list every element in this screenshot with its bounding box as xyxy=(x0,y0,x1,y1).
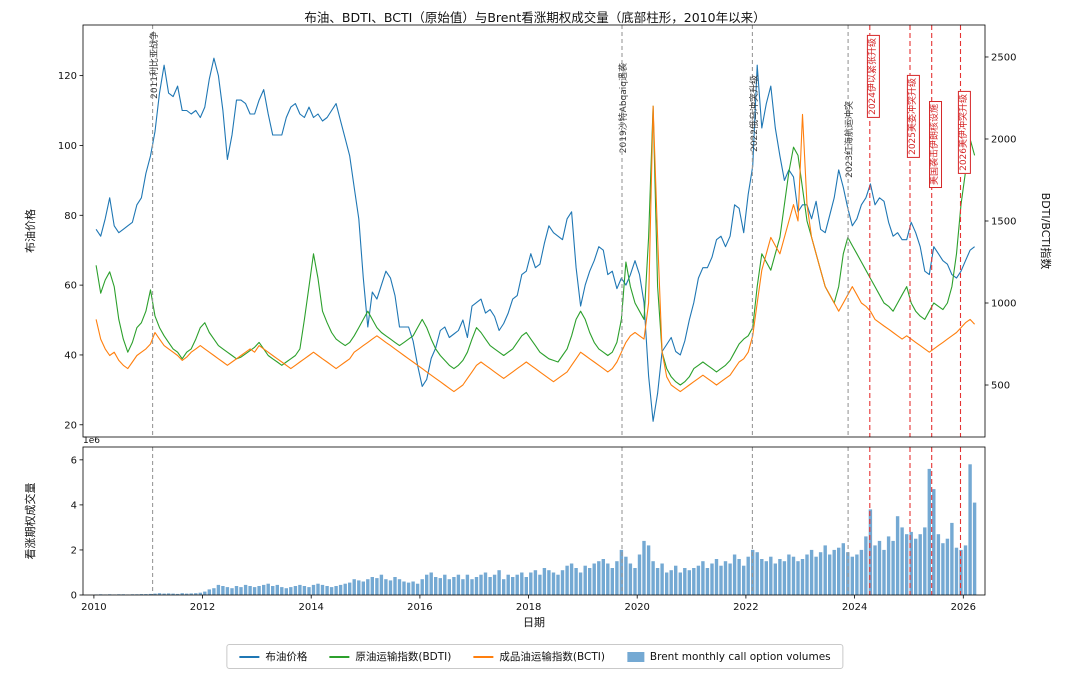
annotation-label: 2023红海航运冲突 xyxy=(845,101,856,178)
chart-title: 布油、BDTI、BCTI（原始值）与Brent看涨期权成交量（底部柱形，2010… xyxy=(304,10,766,25)
svg-text:100: 100 xyxy=(58,141,77,152)
legend-patch-sample-volume-icon xyxy=(626,651,644,662)
svg-text:1e6: 1e6 xyxy=(83,436,100,446)
legend-label-brent-price: 布油价格 xyxy=(265,651,308,663)
svg-text:60: 60 xyxy=(64,281,77,292)
plot-area: 20 40 60 80 100 120 500 1000 1500 2000 2500 0 2 4 6 1e6… xyxy=(58,24,1016,613)
svg-text:120: 120 xyxy=(58,71,77,82)
svg-text:0: 0 xyxy=(71,591,77,602)
legend-line-sample-bcti-icon xyxy=(473,655,494,658)
legend-item-bcti: 成品油运输指数(BCTI) xyxy=(473,649,605,664)
y-axis-label-brent-price: 布油价格 xyxy=(24,209,37,253)
x-axis-label-date: 日期 xyxy=(523,616,545,629)
annotation-label: 2024伊以紧张升级 xyxy=(866,35,881,118)
svg-text:20: 20 xyxy=(64,420,77,431)
legend-line-sample-bdti-icon xyxy=(329,655,350,658)
svg-text:1000: 1000 xyxy=(991,299,1016,310)
svg-text:2010: 2010 xyxy=(81,602,106,613)
annotation-label: 2026美伊冲突升级 xyxy=(957,91,971,174)
svg-text:2500: 2500 xyxy=(991,53,1016,64)
annotation-label: 2011利比亚战争 xyxy=(149,31,160,99)
svg-text:2018: 2018 xyxy=(516,602,541,613)
svg-text:2022: 2022 xyxy=(733,602,758,613)
annotation-label: 2025美委冲突升级 xyxy=(907,75,921,158)
svg-text:2020: 2020 xyxy=(624,602,649,613)
svg-text:1500: 1500 xyxy=(991,217,1016,228)
y-axis-label-bdti-bcti: BDTI/BCTI指数 xyxy=(1039,192,1052,270)
svg-text:2000: 2000 xyxy=(991,135,1016,146)
svg-text:2014: 2014 xyxy=(298,602,323,613)
legend-line-sample-brent-icon xyxy=(239,655,260,658)
annotation-label: 2019沙特Abqaiq遇袭 xyxy=(619,63,630,154)
svg-text:500: 500 xyxy=(991,381,1010,392)
svg-text:40: 40 xyxy=(64,350,77,361)
svg-text:2012: 2012 xyxy=(190,602,215,613)
y-axis-label-call-volume: 看涨期权成交量 xyxy=(24,482,37,560)
annotation-label: 美国袭击伊朗核设施 xyxy=(928,101,942,189)
svg-text:2016: 2016 xyxy=(407,602,432,613)
legend-label-bdti: 原油运输指数(BDTI) xyxy=(355,651,452,663)
svg-text:2024: 2024 xyxy=(842,602,867,613)
legend-label-call-volumes: Brent monthly call option volumes xyxy=(649,650,831,663)
svg-text:2026: 2026 xyxy=(951,602,976,613)
legend-item-brent-price: 布油价格 xyxy=(239,649,307,664)
svg-text:4: 4 xyxy=(71,500,77,511)
legend: 布油价格 原油运输指数(BDTI) 成品油运输指数(BCTI) Brent mo… xyxy=(226,644,844,669)
legend-item-bdti: 原油运输指数(BDTI) xyxy=(329,649,451,664)
annotation-label: 2022俄乌冲突升级 xyxy=(749,75,760,152)
svg-text:6: 6 xyxy=(71,455,77,466)
legend-label-bcti: 成品油运输指数(BCTI) xyxy=(499,651,605,663)
svg-text:2: 2 xyxy=(71,545,77,556)
legend-item-call-volumes: Brent monthly call option volumes xyxy=(626,650,831,663)
svg-text:80: 80 xyxy=(64,211,77,222)
